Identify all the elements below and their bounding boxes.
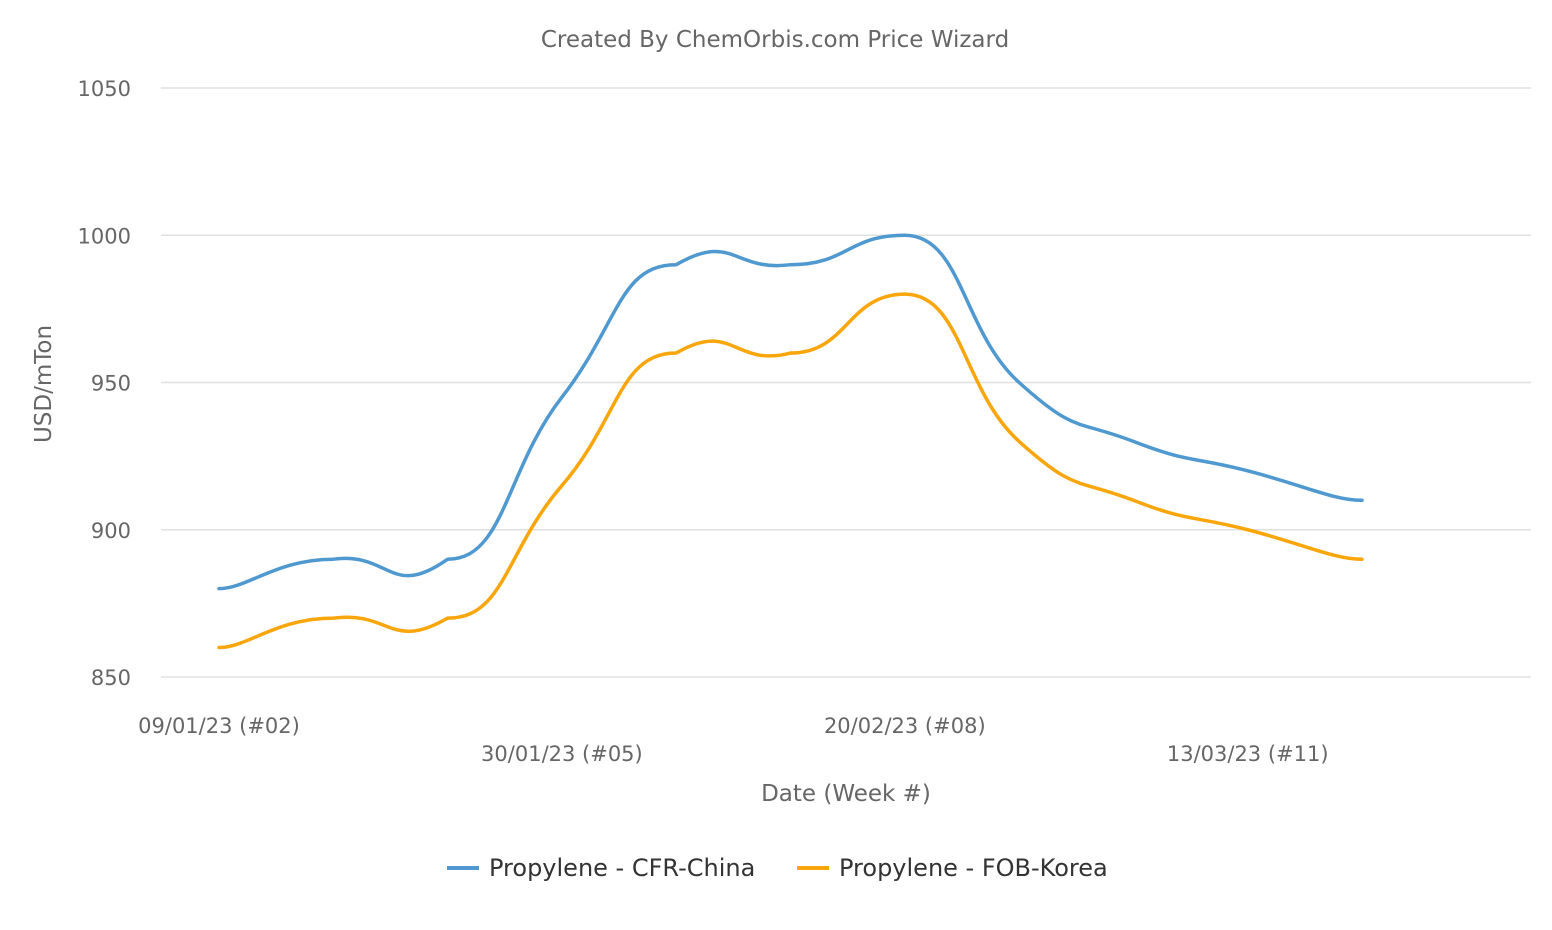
y-axis-label: USD/mTon bbox=[31, 325, 57, 443]
y-axis-ticks: 850 900 950 1000 1050 bbox=[78, 77, 131, 690]
x-tick-label: 09/01/23 (#02) bbox=[138, 714, 300, 738]
x-tick-label: 13/03/23 (#11) bbox=[1167, 742, 1329, 766]
y-tick-label: 850 bbox=[91, 666, 131, 690]
legend-item-label: Propylene - CFR-China bbox=[489, 854, 755, 882]
x-axis-ticks: 09/01/23 (#02) 30/01/23 (#05) 20/02/23 (#0… bbox=[138, 714, 1328, 766]
y-tick-label: 1050 bbox=[78, 77, 131, 101]
gridlines bbox=[161, 87, 1531, 678]
series-line-2 bbox=[217, 292, 1364, 650]
y-tick-label: 1000 bbox=[78, 224, 131, 248]
legend: Propylene - CFR-China Propylene - FOB-Kor… bbox=[447, 854, 1108, 882]
y-tick-label: 950 bbox=[91, 372, 131, 396]
chart-title: Created By ChemOrbis.com Price Wizard bbox=[541, 27, 1009, 53]
y-tick-label: 900 bbox=[91, 519, 131, 543]
x-tick-label: 30/01/23 (#05) bbox=[481, 742, 643, 766]
series-lines bbox=[217, 233, 1364, 650]
series-line-1 bbox=[217, 233, 1364, 591]
x-axis-label: Date (Week #) bbox=[761, 781, 931, 807]
legend-item-label: Propylene - FOB-Korea bbox=[839, 854, 1108, 882]
x-tick-label: 20/02/23 (#08) bbox=[824, 714, 986, 738]
